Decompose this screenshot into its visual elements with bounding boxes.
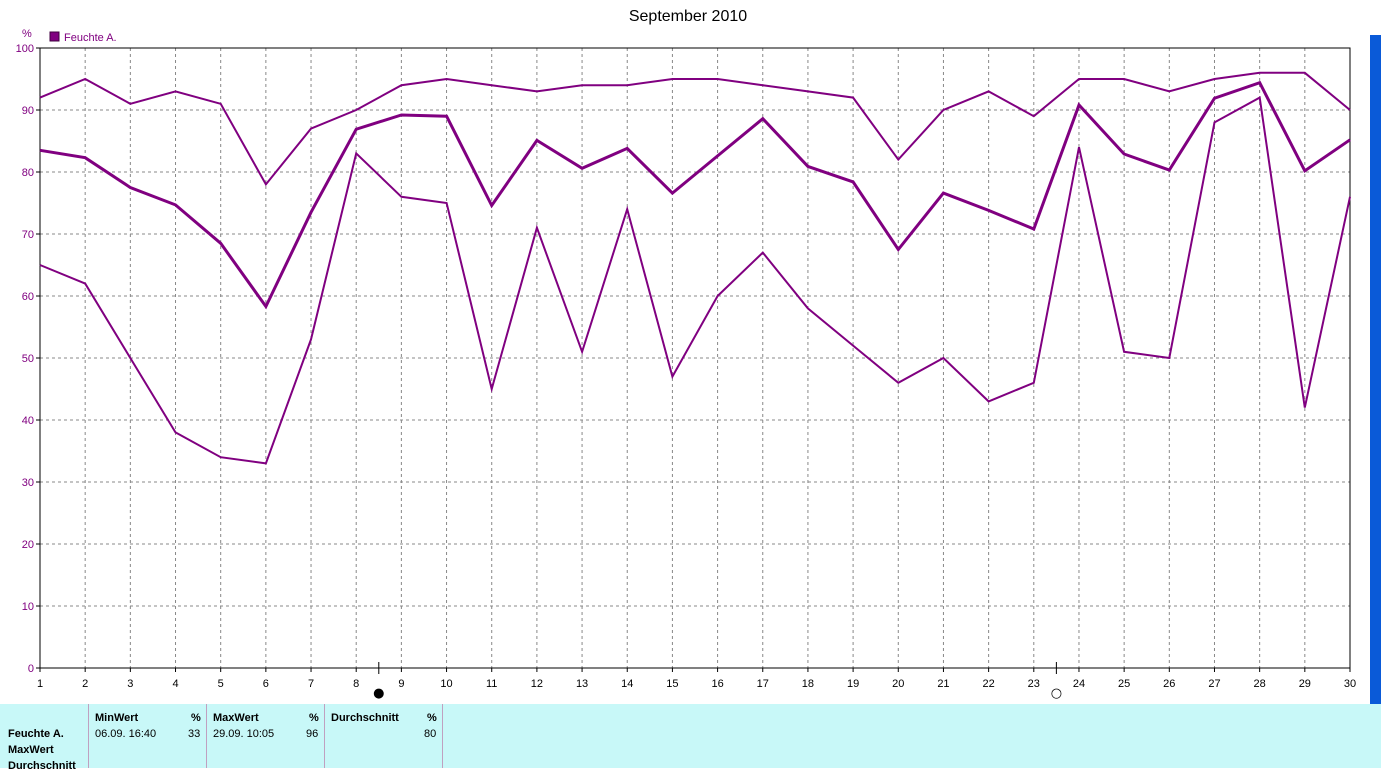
max-header: MaxWert — [213, 712, 259, 724]
x-tick-label: 2 — [82, 678, 88, 690]
full-moon-icon: ● — [373, 686, 384, 701]
x-tick-label: 1 — [37, 678, 43, 690]
series-line-2 — [39, 80, 1351, 310]
x-tick-label: 19 — [847, 678, 859, 690]
plot-frame — [39, 47, 1351, 669]
series-line-3 — [39, 96, 1351, 465]
x-tick-label: 4 — [172, 678, 178, 690]
avg-value: 80 — [424, 728, 437, 740]
row-label-durchschnitt: Durchschnitt — [8, 760, 76, 772]
x-tick-label: 20 — [892, 678, 904, 690]
y-tick-label: 50 — [22, 353, 34, 365]
x-tick-label: 28 — [1254, 678, 1266, 690]
grid — [40, 48, 1350, 668]
y-tick-label: 100 — [16, 43, 34, 55]
y-unit-label: % — [22, 28, 32, 40]
avg-unit: % — [427, 712, 437, 724]
min-column: MinWert % 06.09. 16:40 33 — [88, 704, 206, 768]
y-tick-label: 70 — [22, 229, 34, 241]
x-tick-label: 6 — [263, 678, 269, 690]
row-label-feuchte: Feuchte A. — [8, 728, 64, 740]
x-tick-label: 25 — [1118, 678, 1130, 690]
x-tick-label: 26 — [1163, 678, 1175, 690]
x-tick-label: 18 — [802, 678, 814, 690]
x-tick-label: 3 — [127, 678, 133, 690]
x-tick-label: 15 — [666, 678, 678, 690]
x-tick-label: 5 — [218, 678, 224, 690]
stats-panel: Feuchte A. MaxWert Durchschnitt MinWert … — [0, 704, 1381, 772]
y-tick-label: 30 — [22, 477, 34, 489]
y-tick-label: 10 — [22, 601, 34, 613]
x-tick-label: 16 — [711, 678, 723, 690]
legend-label: Feuchte A. — [64, 32, 117, 44]
new-moon-icon: ○ — [1051, 686, 1062, 701]
x-tick-label: 21 — [937, 678, 949, 690]
min-header: MinWert — [95, 712, 139, 724]
x-tick-label: 8 — [353, 678, 359, 690]
min-unit: % — [191, 712, 201, 724]
max-value: 96 — [306, 728, 319, 740]
x-tick-label: 12 — [531, 678, 543, 690]
y-tick-label: 90 — [22, 105, 34, 117]
row-label-maxwert: MaxWert — [8, 744, 54, 756]
x-tick-label: 24 — [1073, 678, 1085, 690]
x-tick-label: 27 — [1208, 678, 1220, 690]
y-tick-label: 60 — [22, 291, 34, 303]
scrollbar-strip[interactable] — [1370, 35, 1381, 704]
max-datetime: 29.09. 10:05 — [213, 728, 275, 740]
min-datetime: 06.09. 16:40 — [95, 728, 157, 740]
avg-header: Durchschnitt — [331, 712, 399, 724]
series-lines — [39, 71, 1351, 465]
x-tick-label: 9 — [398, 678, 404, 690]
avg-column: Durchschnitt % 80 — [324, 704, 443, 768]
x-tick-label: 7 — [308, 678, 314, 690]
chart-area: September 2010 % Feuchte A. 0 10 20 30 40 50 6… — [16, 8, 1356, 701]
y-tick-label: 80 — [22, 167, 34, 179]
y-tick-label: 20 — [22, 539, 34, 551]
y-tick-label: 0 — [28, 663, 34, 675]
x-tick-label: 10 — [440, 678, 452, 690]
chart-title: September 2010 — [629, 8, 747, 25]
x-tick-label: 13 — [576, 678, 588, 690]
x-tick-label: 29 — [1299, 678, 1311, 690]
min-value: 33 — [188, 728, 201, 740]
x-tick-label: 11 — [486, 678, 497, 690]
max-column: MaxWert % 29.09. 10:05 96 — [206, 704, 324, 768]
x-tick-label: 17 — [757, 678, 769, 690]
x-tick-label: 22 — [982, 678, 994, 690]
series-line-1 — [39, 71, 1351, 187]
x-tick-label: 14 — [621, 678, 633, 690]
moon-markers: ● ○ — [373, 662, 1062, 701]
max-unit: % — [309, 712, 319, 724]
y-tick-label: 40 — [22, 415, 34, 427]
x-tick-label: 23 — [1028, 678, 1040, 690]
x-tick-label: 30 — [1344, 678, 1356, 690]
legend-swatch — [49, 31, 60, 42]
